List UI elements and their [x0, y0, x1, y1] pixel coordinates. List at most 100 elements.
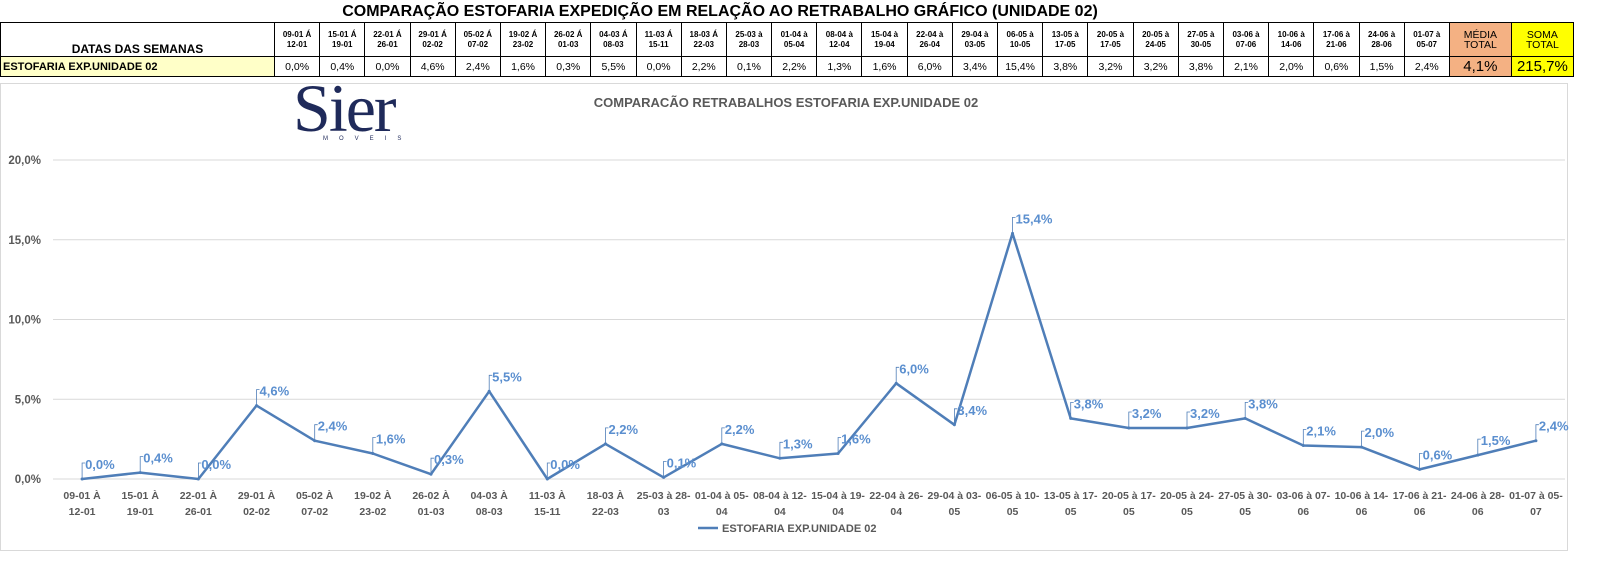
week-value-cell: 1,6%	[499, 56, 547, 77]
week-header-line: 10-05	[1009, 39, 1031, 49]
week-header-line: 30-05	[1190, 39, 1212, 49]
week-value-cell: 1,6%	[861, 56, 908, 77]
week-value-cell: 3,8%	[1042, 56, 1089, 77]
x-tick-label: 12-01	[69, 506, 96, 518]
week-value-cell: 1,5%	[1358, 56, 1405, 77]
week-header-line: 26-02 Á	[553, 29, 583, 39]
week-header-line: 10-06 à	[1277, 29, 1305, 39]
data-label: 4,6%	[260, 384, 290, 399]
media-total-header-line: MÉDIA	[1463, 28, 1497, 41]
week-header-line: 01-03	[557, 39, 579, 49]
x-tick-label: 22-03	[592, 506, 619, 518]
data-label: 2,1%	[1306, 424, 1336, 439]
data-label-leader	[779, 441, 783, 459]
data-label-leader	[1012, 217, 1016, 234]
soma-total-header-line: TOTAL	[1525, 38, 1559, 51]
x-tick-label: 24-06 à 28-	[1451, 490, 1505, 502]
x-tick-label: 05	[1239, 506, 1251, 518]
data-label-leader	[1419, 453, 1423, 470]
week-header-line: 19-01	[332, 39, 353, 49]
week-header-line: 19-04	[874, 39, 895, 49]
week-header-line: 27-05 à	[1187, 29, 1215, 39]
media-total-header-line: TOTAL	[1463, 38, 1497, 51]
data-label: 1,5%	[1481, 433, 1511, 448]
data-label: 0,6%	[1423, 447, 1453, 462]
week-header-line: 19-02 Á	[508, 29, 538, 39]
chart-title: COMPARACÃO RETRABALHOS ESTOFARIA EXP.UNI…	[594, 95, 979, 110]
week-value-cell: 2,2%	[771, 56, 818, 77]
chart-area	[0, 83, 1568, 551]
week-value-cell: 0,0%	[273, 56, 321, 77]
data-label-leader	[1186, 411, 1190, 428]
week-header-line: 29-01 Á	[418, 29, 447, 39]
data-label-leader	[954, 408, 958, 425]
data-label-leader	[1128, 411, 1132, 428]
data-label-leader	[721, 427, 725, 444]
media-total-header: MÉDIA TOTAL	[1448, 22, 1512, 57]
week-value-cell: 0,4%	[319, 56, 366, 77]
x-tick-label: 04-03 À	[470, 489, 508, 502]
data-point	[603, 442, 607, 446]
x-tick-label: 06	[1356, 506, 1368, 518]
week-value-cell: 4,6%	[409, 56, 456, 77]
table-row-label: ESTOFARIA EXP.UNIDADE 02	[0, 56, 275, 77]
week-header-line: 22-04 à	[916, 29, 944, 39]
data-label: 0,0%	[550, 457, 580, 472]
data-label: 6,0%	[899, 361, 929, 376]
x-tick-label: 04	[774, 506, 786, 518]
x-tick-label: 18-03 À	[587, 489, 625, 502]
week-value-cell: 3,2%	[1132, 56, 1179, 77]
data-label: 0,0%	[201, 457, 231, 472]
week-header-cell: 15-04 à 19-04	[861, 22, 908, 57]
week-value-cell: 1,3%	[816, 56, 863, 77]
x-tick-label: 26-02 À	[412, 489, 450, 502]
x-tick-label: 15-04 à 19-	[811, 490, 865, 502]
week-value-cell: 0,0%	[635, 56, 682, 77]
x-tick-label: 10-06 à 14-	[1335, 490, 1389, 502]
week-header-line: 17-05	[1055, 39, 1076, 49]
sier-logo: Sier MOVEIS	[293, 74, 448, 150]
data-label: 3,2%	[1190, 406, 1220, 421]
data-label: 15,4%	[1016, 211, 1053, 226]
x-tick-label: 07-02	[301, 506, 328, 518]
week-value-cell: 15,4%	[996, 56, 1044, 77]
x-tick-label: 05	[949, 506, 961, 518]
data-label: 3,2%	[1132, 406, 1162, 421]
week-header-line: 28-03	[738, 39, 760, 49]
table-header-row: DATAS DAS SEMANAS 09-01 Á 12-01 15-01 Á 19-…	[0, 22, 1574, 57]
data-point	[138, 471, 142, 475]
week-header-line: 21-06	[1326, 39, 1347, 49]
week-header-line: 03-06 à	[1232, 29, 1260, 39]
week-header-line: 28-06	[1371, 39, 1392, 49]
week-header-line: 13-05 à	[1051, 29, 1079, 39]
week-header-line: 15-01 Á	[328, 29, 357, 39]
x-tick-label: 03-06 à 07-	[1276, 490, 1330, 502]
data-point	[1534, 439, 1538, 443]
data-label: 5,5%	[492, 369, 522, 384]
y-tick-label: 10,0%	[8, 315, 41, 327]
week-header-line: 17-06 à	[1322, 29, 1350, 39]
data-label-leader	[81, 462, 86, 479]
x-tick-label: 15-11	[534, 506, 560, 518]
x-tick-label: 22-01 À	[180, 489, 218, 502]
x-tick-label: 15-01 À	[122, 489, 160, 502]
table-value-row: ESTOFARIA EXP.UNIDADE 02 0,0% 0,4% 0,0% 4,6…	[0, 56, 1574, 77]
week-header-line: 08-03	[603, 39, 624, 49]
soma-total-value: 215,7%	[1510, 56, 1574, 77]
data-label-leader	[837, 437, 842, 454]
data-point	[255, 404, 259, 408]
week-header-cell: 05-02 Á 07-02	[454, 22, 501, 57]
data-label-leader	[198, 462, 202, 479]
week-value-cell: 0,6%	[1313, 56, 1360, 77]
soma-total-header-line: SOMA	[1526, 28, 1558, 41]
week-header-line: 29-04 à	[961, 29, 989, 39]
week-header-line: 09-01 Á	[282, 29, 312, 39]
weekly-data-table: DATAS DAS SEMANAS 09-01 Á 12-01 15-01 Á 19-…	[0, 22, 1574, 77]
x-tick-label: 06	[1297, 506, 1309, 518]
week-header-line: 17-05	[1100, 39, 1121, 49]
week-header-line: 26-04	[919, 39, 940, 49]
week-header-line: 05-02 Á	[463, 29, 493, 39]
x-tick-label: 01-07 à 05-	[1509, 490, 1563, 502]
data-label-leader	[372, 437, 376, 454]
